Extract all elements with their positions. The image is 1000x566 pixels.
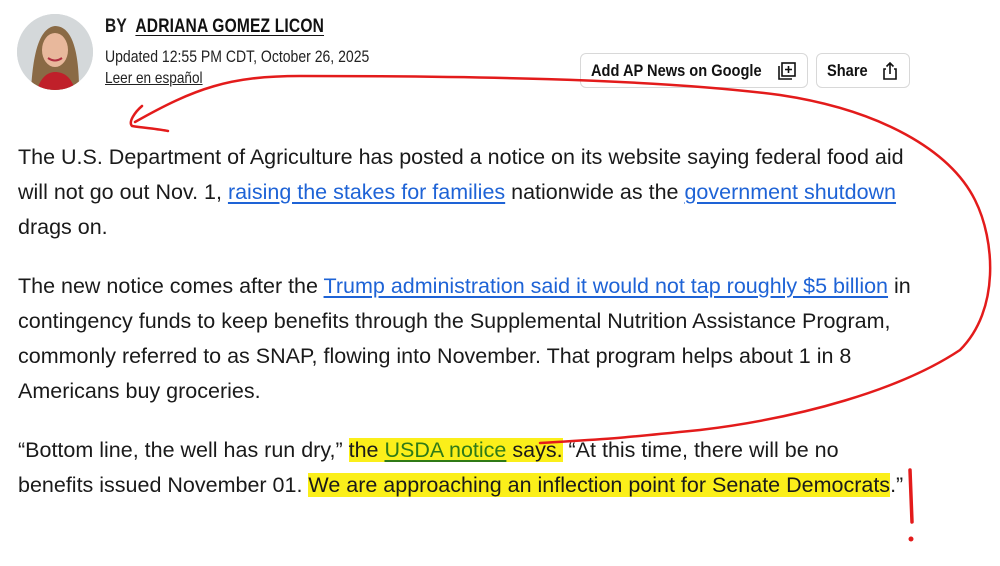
text: nationwide as the [505, 180, 685, 204]
updated-timestamp: Updated 12:55 PM CDT, October 26, 2025 [105, 48, 370, 66]
exclamation-dot [908, 536, 914, 542]
author-link[interactable]: ADRIANA GOMEZ LICON [135, 16, 325, 37]
paragraph-2: The new notice comes after the Trump adm… [18, 269, 918, 409]
add-to-collection-icon [778, 61, 796, 80]
article-body: The U.S. Department of Agriculture has p… [18, 140, 918, 527]
link-usda-notice[interactable]: USDA notice [384, 438, 507, 462]
author-avatar [17, 14, 93, 90]
text: drags on. [18, 215, 108, 239]
author-photo [17, 14, 93, 90]
share-button[interactable]: Share [816, 53, 910, 88]
paragraph-3: “Bottom line, the well has run dry,” the… [18, 433, 918, 503]
link-government-shutdown[interactable]: government shutdown [684, 180, 897, 204]
text: The new notice comes after the [18, 274, 324, 298]
text: “Bottom line, the well has run dry,” [18, 438, 349, 462]
add-ap-news-on-google-button[interactable]: Add AP News on Google [580, 53, 808, 88]
text: the [348, 438, 385, 462]
highlight-usda-notice: the USDA notice says. [348, 438, 563, 462]
arrowhead-icon [129, 104, 170, 133]
link-raising-stakes[interactable]: raising the stakes for families [227, 180, 506, 204]
text: says. [506, 438, 563, 462]
byline-prefix: BY [105, 16, 127, 37]
paragraph-1: The U.S. Department of Agriculture has p… [18, 140, 918, 245]
add-google-label: Add AP News on Google [591, 60, 762, 80]
link-trump-administration[interactable]: Trump administration said it would not t… [323, 274, 889, 298]
highlight-inflection-point: We are approaching an inflection point f… [308, 473, 891, 497]
share-label: Share [827, 60, 868, 80]
share-upload-icon [883, 61, 897, 80]
byline: BY ADRIANA GOMEZ LICON [105, 16, 324, 38]
text: .” [890, 473, 904, 497]
spanish-version-link[interactable]: Leer en español [105, 70, 203, 87]
